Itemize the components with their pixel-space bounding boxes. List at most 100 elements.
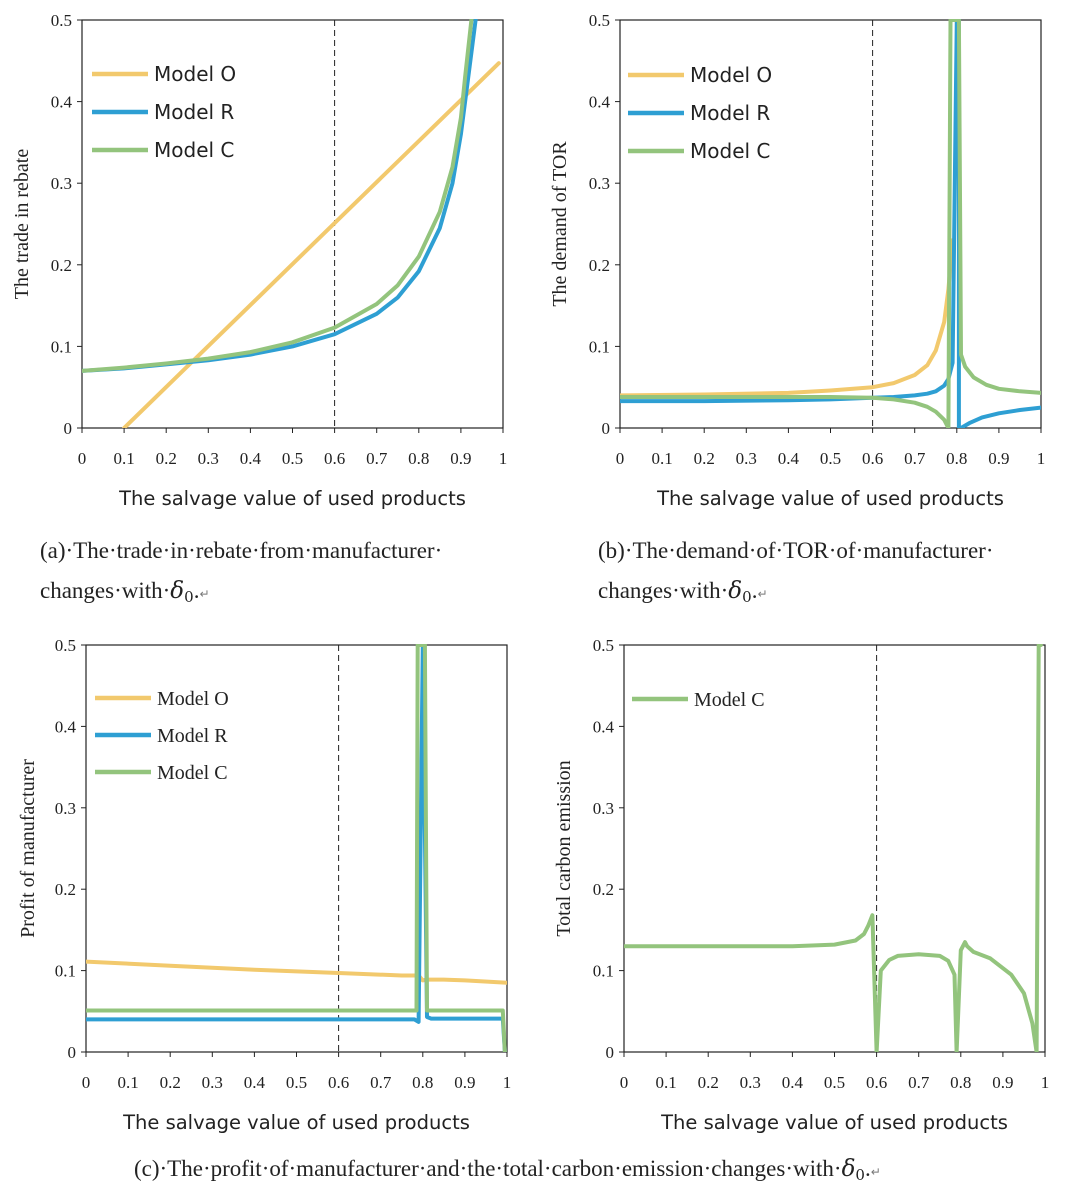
x-tick-label: 0.6 [324,449,345,468]
x-tick-label: 0.2 [156,449,177,468]
x-tick-label: 0.5 [824,1073,845,1092]
x-tick-label: 0.8 [412,1073,433,1092]
x-tick-label: 1 [1037,449,1046,468]
y-tick-label: 0 [64,419,73,438]
x-tick-label: 0.7 [366,449,388,468]
y-tick-label: 0.1 [51,337,72,356]
y-tick-label: 0.3 [51,174,72,193]
x-tick-label: 0.3 [198,449,219,468]
legend-label: Model O [157,688,229,710]
x-tick-label: 0.6 [328,1073,349,1092]
x-tick-label: 0.8 [408,449,429,468]
y-axis-label: The demand of TOR [549,141,571,307]
series-line-model-o [86,959,507,985]
x-tick-label: 0 [620,1073,629,1092]
y-tick-label: 0.4 [51,93,73,112]
x-axis-label: The salvage value of used products [122,1111,470,1134]
caption-b-line2: changes·with·δ0.↵ [598,578,768,606]
x-tick-label: 0.2 [698,1073,719,1092]
series-line-model-c [624,644,1043,1052]
plot-frame [623,644,1046,1053]
x-tick-label: 0.9 [992,1073,1013,1092]
y-tick-label: 0.5 [51,11,72,30]
y-tick-label: 0 [602,419,611,438]
x-tick-label: 0.9 [988,449,1009,468]
y-tick-label: 0.5 [55,636,76,655]
series-line-model-r [620,19,1041,428]
caption-b-line1: (b)·The·demand·of·TOR·of·manufacturer· [598,538,994,563]
y-tick-label: 0.2 [593,880,614,899]
chart-a-trade-in-rebate: 0 0.1 0.2 0.3 0.4 0.5 0 0.1 0.2 0.3 0.4 0.5 0.6 0.7 0.… [11,11,507,510]
y-tick-label: 0.1 [593,962,614,981]
x-tick-label: 0.8 [950,1073,971,1092]
x-tick-label: 0.4 [244,1073,266,1092]
legend-label: Model R [157,725,228,747]
chart-b-demand-of-tor: 0 0.1 0.2 0.3 0.4 0.5 0 0.1 0.2 0.3 0.4 0.5 0.6 0.7 0.… [549,11,1045,510]
x-tick-label: 0.4 [240,449,262,468]
x-tick-label: 0.1 [117,1073,138,1092]
legend-label: Model O [154,62,236,86]
plot-frame [85,644,508,1053]
y-tick-label: 0.1 [55,962,76,981]
x-tick-label: 0.4 [782,1073,804,1092]
x-tick-label: 1 [1041,1073,1050,1092]
x-tick-label: 1 [503,1073,512,1092]
x-tick-label: 0.6 [866,1073,887,1092]
series-line-model-c [82,19,474,373]
x-tick-label: 0 [616,449,625,468]
x-tick-label: 0.6 [862,449,883,468]
x-tick-label: 1 [499,449,508,468]
x-tick-label: 0.5 [286,1073,307,1092]
legend-label: Model C [157,762,228,784]
caption-c: (c)·The·profit·of·manufacturer·and·the·t… [134,1156,881,1183]
y-tick-label: 0.1 [589,337,610,356]
y-tick-label: 0.4 [55,717,77,736]
x-tick-label: 0.3 [736,449,757,468]
legend-label: Model R [154,100,234,124]
y-tick-label: 0.4 [593,717,615,736]
x-tick-label: 0.1 [655,1073,676,1092]
y-tick-label: 0.3 [55,799,76,818]
chart-c1-profit-of-manufacturer: 0 0.1 0.2 0.3 0.4 0.5 0 0.1 0.2 0.3 0.4 0.5 0.6 0.7 0.… [17,636,511,1134]
y-tick-label: 0 [606,1043,615,1062]
legend-label: Model C [690,139,770,163]
x-tick-label: 0.8 [946,449,967,468]
y-tick-label: 0.2 [589,256,610,275]
y-tick-label: 0.5 [593,636,614,655]
x-tick-label: 0.1 [651,449,672,468]
x-tick-label: 0.7 [370,1073,392,1092]
y-tick-label: 0.2 [51,256,72,275]
x-tick-label: 0.2 [160,1073,181,1092]
y-tick-label: 0.3 [593,799,614,818]
legend-label: Model O [690,63,772,87]
legend-label: Model R [690,101,770,125]
x-tick-label: 0 [82,1073,91,1092]
y-axis-label: Profit of manufacturer [17,759,39,938]
x-tick-label: 0.5 [282,449,303,468]
x-tick-label: 0.9 [450,449,471,468]
x-tick-label: 0.7 [904,449,926,468]
caption-a-line2: changes·with·δ0.↵ [40,578,210,606]
series-line-model-c [620,19,1041,428]
x-tick-label: 0.7 [908,1073,930,1092]
x-tick-label: 0.1 [113,449,134,468]
series-line-model-r [86,644,507,1052]
x-tick-label: 0.5 [820,449,841,468]
x-tick-label: 0.2 [694,449,715,468]
y-tick-label: 0 [68,1043,77,1062]
chart-c2-total-carbon-emission: 0 0.1 0.2 0.3 0.4 0.5 0 0.1 0.2 0.3 0.4 0.5 0.6 0.7 0.… [553,636,1049,1134]
x-axis-label: The salvage value of used products [656,487,1004,510]
y-tick-label: 0.3 [589,174,610,193]
legend-label: Model C [154,138,234,162]
x-tick-label: 0.3 [740,1073,761,1092]
plot-frame [619,19,1042,429]
y-tick-label: 0.2 [55,880,76,899]
x-tick-label: 0.9 [454,1073,475,1092]
y-tick-label: 0.4 [589,93,611,112]
legend-label: Model C [694,689,765,711]
series-line-model-o [122,61,501,428]
y-axis-label: Total carbon emission [553,760,575,936]
x-tick-label: 0 [78,449,87,468]
series-line-model-c [86,644,507,1052]
